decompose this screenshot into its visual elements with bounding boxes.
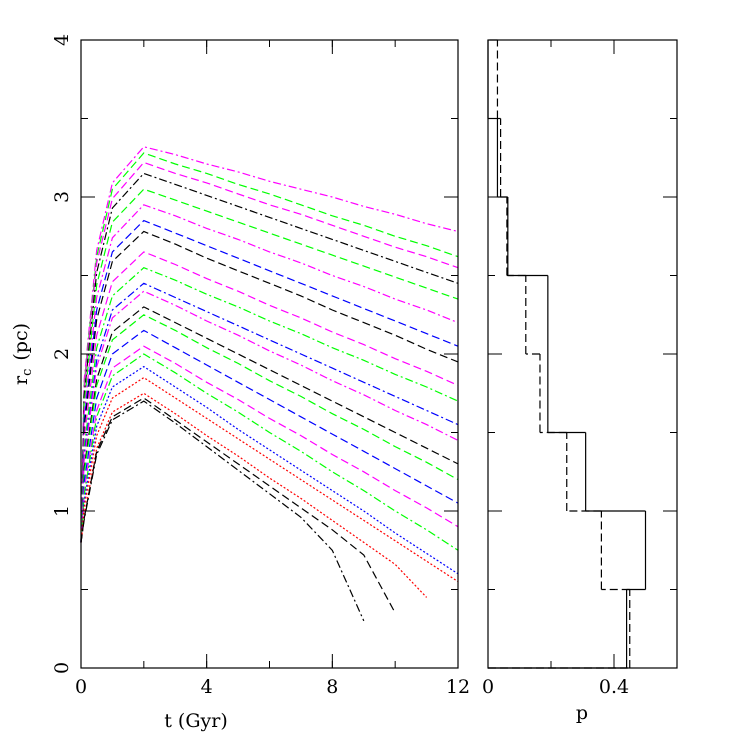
data-line (80, 306, 459, 543)
y-label-unit: (pc) (10, 323, 32, 361)
y-tick-label: 0 (51, 662, 73, 674)
x-axis-label: t (Gyr) (164, 710, 228, 732)
x-tick-label: 8 (326, 676, 338, 698)
y-label-main: r (10, 375, 32, 385)
data-line (80, 188, 459, 543)
data-line (80, 146, 459, 543)
y-tick-label: 2 (51, 348, 73, 360)
y-tick-label: 3 (51, 191, 73, 203)
data-line (80, 290, 459, 543)
x-tick-label: 12 (446, 676, 470, 698)
x-axis-label: p (576, 702, 588, 724)
data-line (80, 230, 459, 543)
data-line (80, 172, 459, 543)
plot-frame (487, 39, 678, 669)
x-tick-label: 4 (201, 676, 213, 698)
data-line (80, 376, 459, 583)
data-line (80, 267, 459, 543)
x-tick-label: 0 (482, 676, 494, 698)
data-line (80, 161, 459, 543)
data-line (80, 204, 459, 543)
data-line (80, 329, 459, 543)
data-line (80, 397, 396, 614)
y-label-subscript: c (20, 369, 35, 376)
data-line (80, 251, 459, 543)
data-line (80, 365, 459, 575)
data-line (80, 314, 459, 543)
y-axis-label: rc (pc) (10, 323, 35, 385)
y-tick-label: 1 (51, 505, 73, 517)
data-line (80, 282, 459, 543)
data-line (80, 400, 365, 622)
x-tick-label: 0.4 (599, 676, 629, 698)
data-line (80, 392, 428, 598)
data-line (80, 353, 459, 551)
y-tick-label: 4 (51, 34, 73, 46)
data-line (80, 219, 459, 543)
data-line (80, 345, 459, 543)
x-tick-label: 0 (75, 676, 87, 698)
plot-frame (80, 39, 459, 669)
